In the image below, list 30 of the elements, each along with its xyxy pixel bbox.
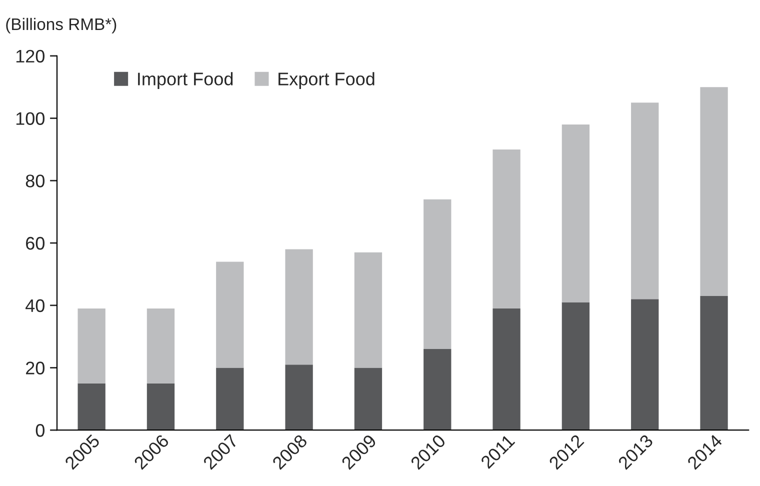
legend-label: Import Food (138, 72, 233, 89)
bar (78, 383, 106, 430)
y-tick-label: 120 (16, 50, 44, 63)
bar (216, 262, 244, 368)
bar (631, 299, 659, 430)
y-tick-label: 100 (16, 112, 44, 125)
y-tick-label: 40 (26, 299, 44, 312)
legend-label: Export Food (278, 72, 374, 89)
bar (424, 349, 452, 430)
bar (700, 87, 728, 296)
bar (492, 149, 520, 308)
bar (700, 296, 728, 430)
y-tick-label: 0 (36, 424, 44, 437)
bar (146, 383, 175, 430)
bar (631, 102, 659, 300)
bar (562, 302, 590, 430)
y-tick-label: 60 (26, 236, 44, 250)
bar (424, 199, 452, 350)
y-tick-label: 20 (26, 362, 44, 374)
bar (285, 249, 313, 365)
y-axis-title: (Billions RMB*) (6, 18, 116, 34)
bar (354, 368, 382, 430)
bar (216, 368, 244, 430)
bar (562, 124, 590, 302)
y-tick-label: 80 (26, 174, 44, 188)
bar (78, 308, 106, 384)
bar (492, 308, 520, 430)
bar (285, 364, 313, 430)
bar (354, 252, 382, 368)
bar (146, 308, 175, 384)
